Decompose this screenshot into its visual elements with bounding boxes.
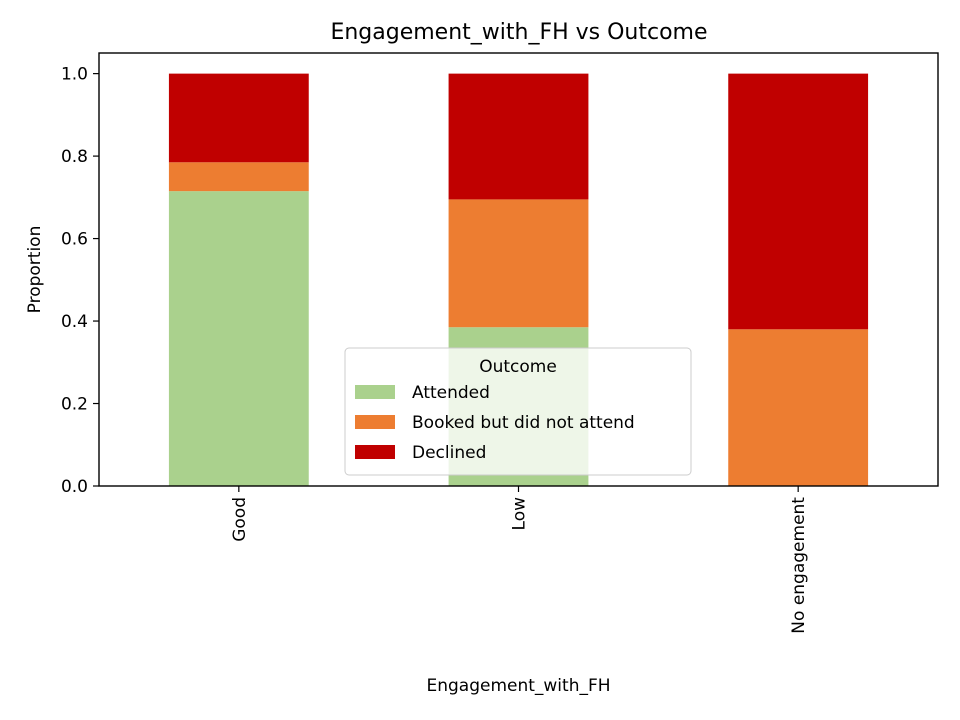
- bar-good-attended: [168, 191, 309, 486]
- legend-items: Attended Booked but did not attend Decline…: [355, 383, 635, 463]
- y-axis-label: Proportion: [25, 226, 45, 314]
- x-tick-label-good: Good: [230, 497, 250, 542]
- legend-swatch-booked-but-did-not-attend: [355, 415, 395, 429]
- legend-box: [344, 347, 692, 476]
- legend-swatch-declined: [355, 445, 395, 459]
- bar-no-engagement-booked-but-did-not-attend: [728, 329, 869, 486]
- x-tick-label-no-engagement: No engagement: [789, 497, 809, 634]
- legend-label-booked-but-did-not-attend: Booked but did not attend: [412, 413, 635, 433]
- y-tick-label: 1.0: [61, 65, 88, 85]
- legend-title: Outcome: [479, 357, 557, 377]
- bar-low-declined: [448, 73, 589, 200]
- plot-frame: [98, 52, 939, 487]
- y-tick-label: 0.2: [61, 395, 88, 415]
- x-axis: Good Low No engagement: [230, 486, 809, 634]
- bar-low-booked-but-did-not-attend: [448, 199, 589, 328]
- bar-no-engagement-declined: [728, 73, 869, 330]
- legend-label-declined: Declined: [412, 443, 486, 463]
- legend: Outcome Attended Booked but did not atten…: [344, 347, 692, 476]
- chart-title: Engagement_with_FH vs Outcome: [330, 20, 707, 45]
- y-tick-label: 0.4: [61, 312, 88, 332]
- x-axis-label: Engagement_with_FH: [426, 676, 610, 696]
- y-tick-label: 0.8: [61, 147, 88, 167]
- legend-swatch-attended: [355, 385, 395, 399]
- bar-good-declined: [168, 73, 309, 163]
- legend-label-attended: Attended: [412, 383, 490, 403]
- y-axis: 0.0 0.2 0.4 0.6 0.8 1.0: [61, 65, 99, 497]
- bar-good-booked-but-did-not-attend: [168, 162, 309, 192]
- x-tick-label-low: Low: [510, 497, 530, 531]
- y-tick-label: 0.0: [61, 477, 88, 497]
- y-tick-label: 0.6: [61, 230, 88, 250]
